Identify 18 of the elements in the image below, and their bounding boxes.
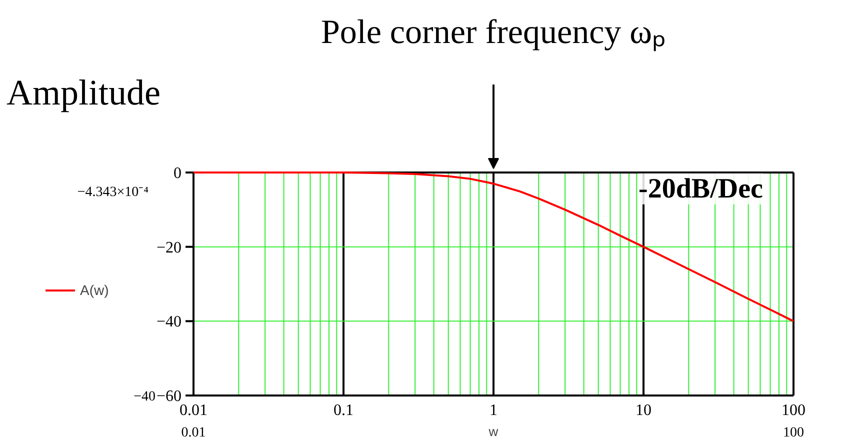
text: 0.01 (181, 426, 206, 440)
text: 100 (783, 426, 804, 440)
x-tick-label: 100 (782, 402, 806, 419)
y-tick-label: −20 (156, 239, 182, 256)
text: Pole corner frequency ωₚ (320, 14, 666, 52)
text: −4.343×10⁻⁴ (77, 185, 149, 200)
legend-label: A(w) (80, 282, 109, 298)
x-axis-title: w (488, 424, 499, 439)
y-tick-label: −60 (156, 388, 182, 405)
chart-title: Amplitude (6, 72, 160, 112)
y-tick-label: −40 (156, 314, 182, 331)
x-tick-label: 0.1 (334, 402, 354, 419)
text: −40 (134, 390, 156, 404)
x-tick-label: 10 (636, 402, 652, 419)
y-tick-label: 0 (174, 165, 182, 182)
annotation: -20dB/Dec (638, 173, 763, 204)
x-tick-label: 0.01 (180, 402, 208, 419)
x-tick-label: 1 (490, 402, 498, 419)
